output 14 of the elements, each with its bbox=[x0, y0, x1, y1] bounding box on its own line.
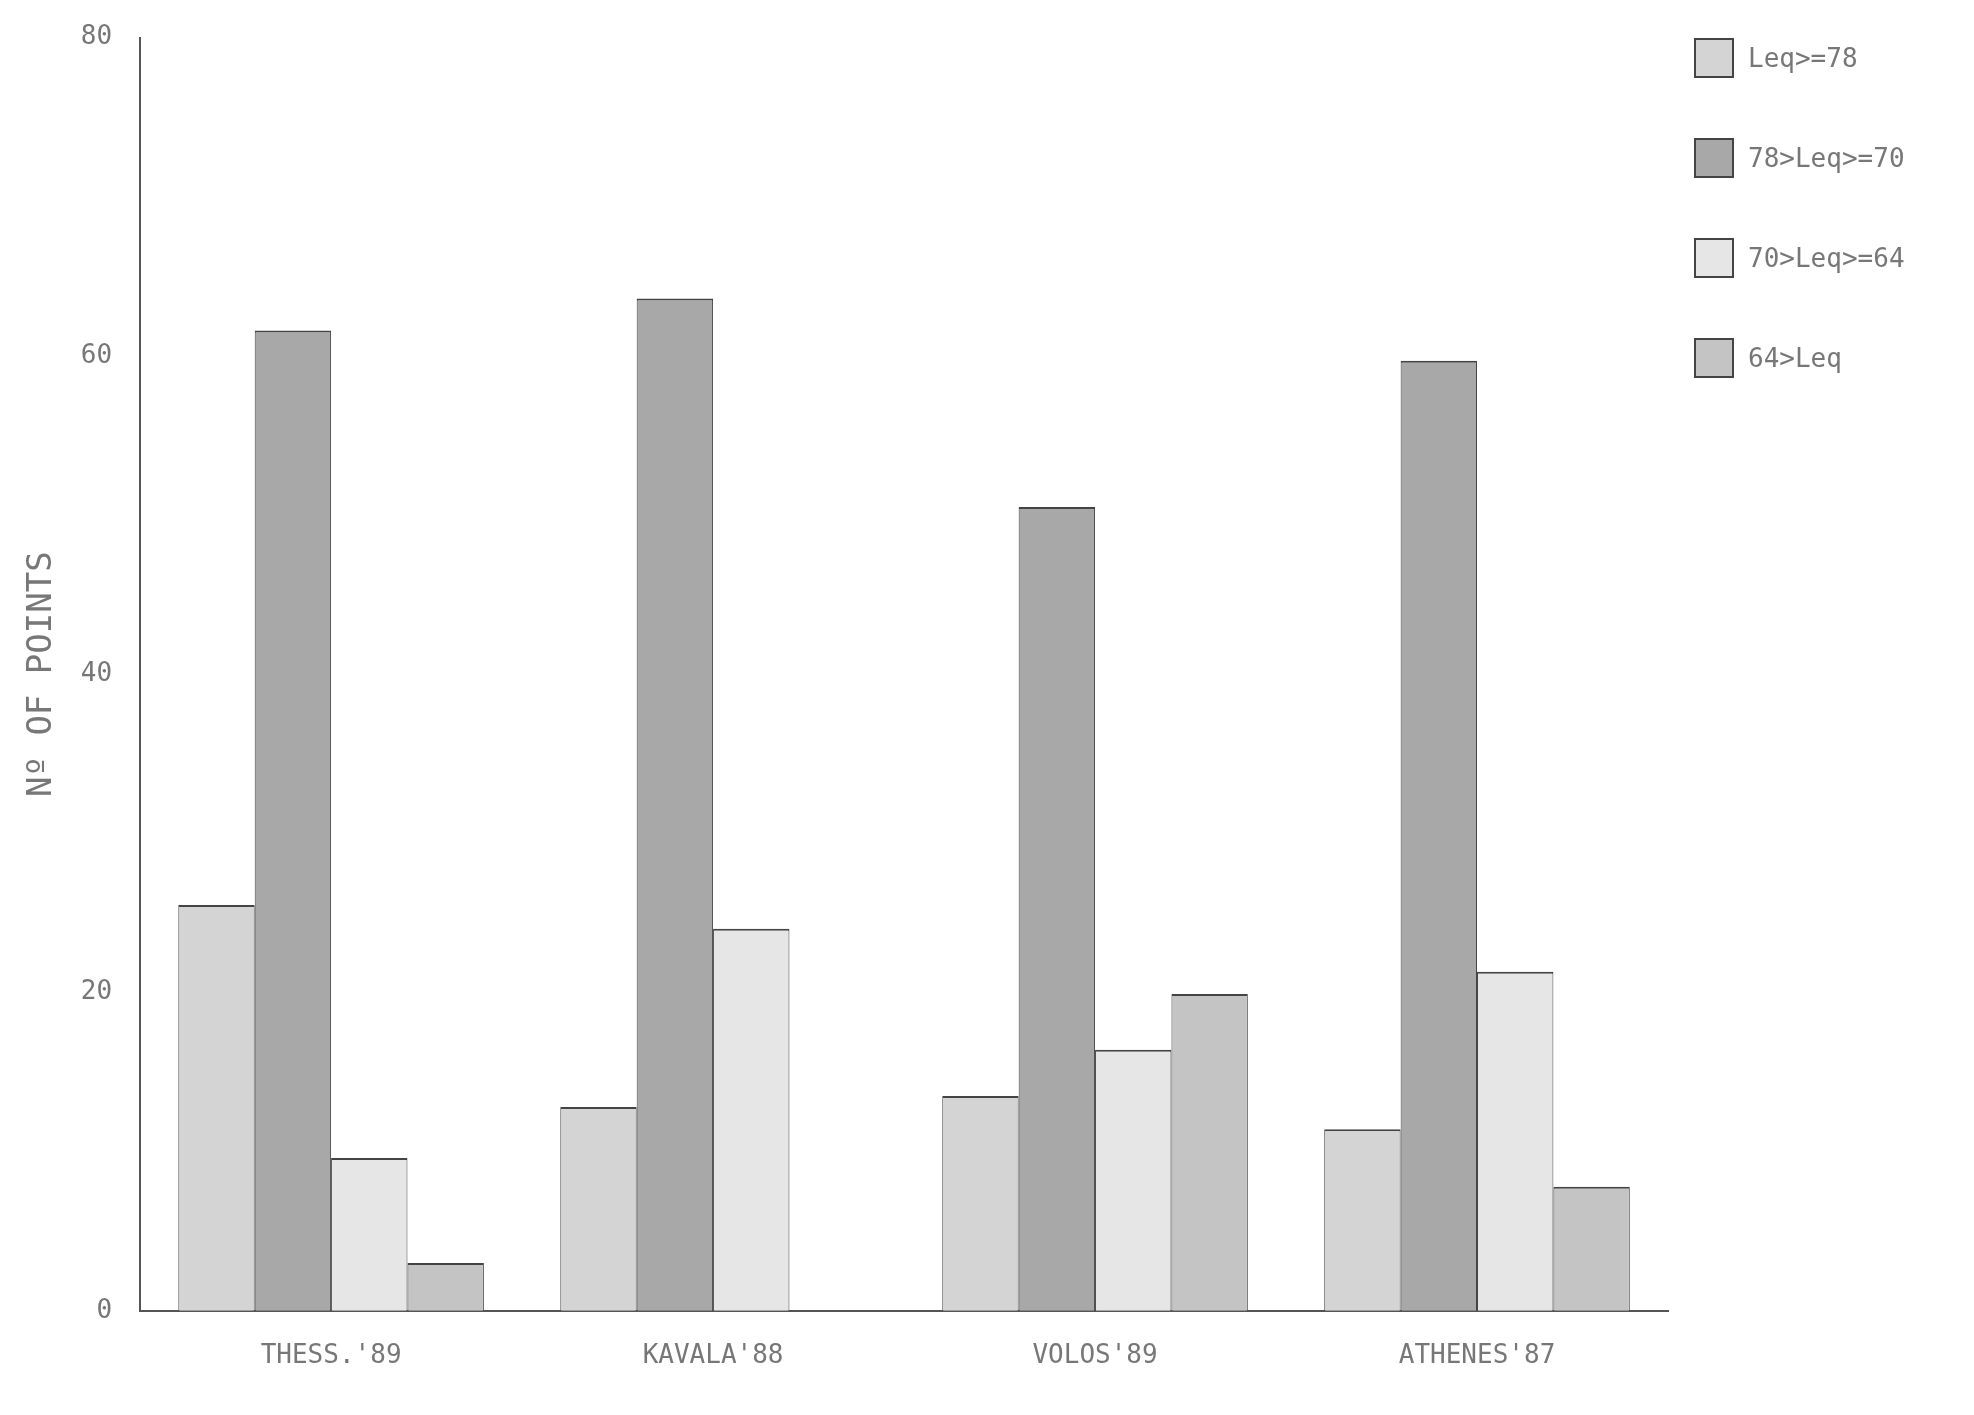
x-tick-label: THESS.'89 bbox=[260, 1339, 402, 1370]
y-axis-title: Nº OF POINTS bbox=[19, 551, 60, 798]
legend-label: Leq>=78 bbox=[1748, 43, 1859, 73]
x-tick-label: VOLOS'89 bbox=[1032, 1339, 1158, 1370]
legend-label: 78>Leq>=70 bbox=[1748, 143, 1906, 173]
y-tick-label: 60 bbox=[80, 338, 113, 369]
x-tick-label: KAVALA'88 bbox=[642, 1339, 784, 1370]
y-tick-label: 80 bbox=[80, 20, 113, 51]
y-tick-label: 20 bbox=[80, 975, 113, 1006]
y-tick-label: 40 bbox=[80, 656, 113, 687]
x-tick-label: ATHENES'87 bbox=[1398, 1339, 1556, 1370]
legend-label: 70>Leq>=64 bbox=[1748, 243, 1906, 273]
y-tick-label: 0 bbox=[96, 1293, 113, 1324]
legend-label: 64>Leq bbox=[1748, 343, 1843, 373]
